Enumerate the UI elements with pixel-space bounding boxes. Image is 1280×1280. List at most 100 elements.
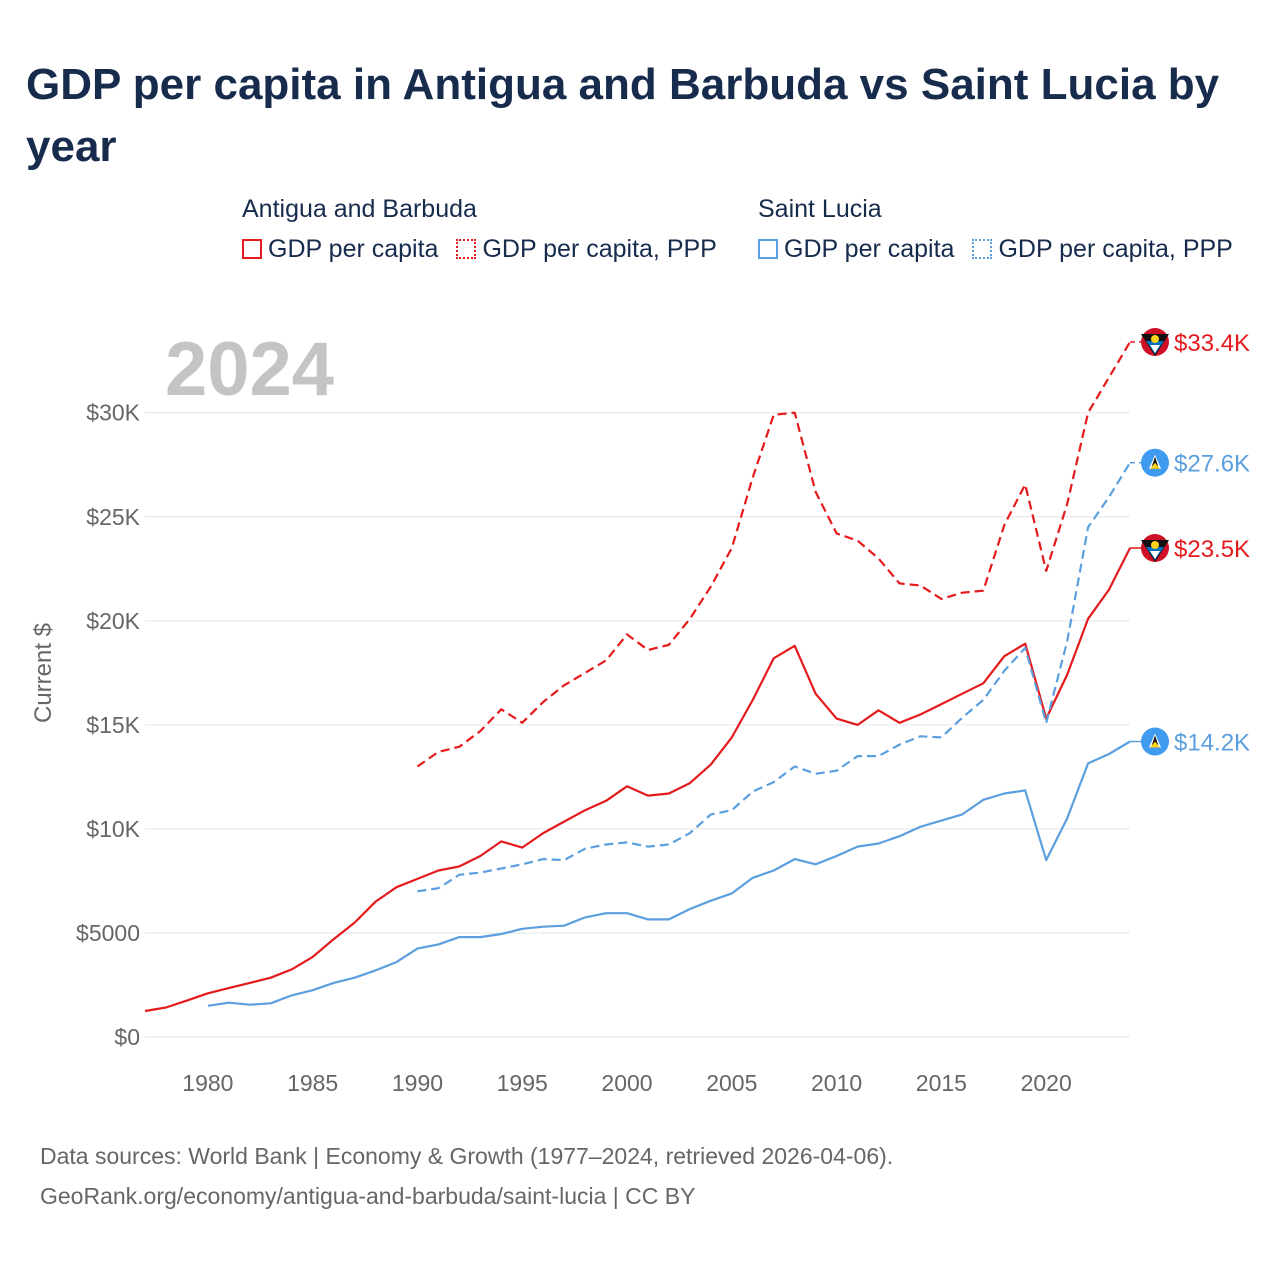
data-point <box>772 780 776 784</box>
end-value-label: $27.6K <box>1174 451 1250 478</box>
y-tick-label: $25K <box>86 504 140 530</box>
data-point <box>625 840 629 844</box>
data-point <box>415 765 419 769</box>
data-point <box>478 729 482 733</box>
data-point <box>835 854 839 858</box>
x-tick-label: 1980 <box>182 1070 233 1096</box>
data-point <box>835 717 839 721</box>
legend-swatch-dotted <box>972 239 993 259</box>
data-point <box>709 812 713 816</box>
antigua-flag-icon <box>1141 328 1169 356</box>
data-point <box>1023 788 1027 792</box>
legend-group-antigua: Antigua and Barbuda GDP per capita GDP p… <box>242 190 717 270</box>
legend-group-title: Saint Lucia <box>758 195 882 223</box>
data-point <box>206 991 210 995</box>
y-tick-label: $20K <box>86 608 140 634</box>
data-point <box>290 967 294 971</box>
data-point <box>290 993 294 997</box>
legend-item-antigua-gdp-ppp[interactable]: GDP per capita, PPP <box>456 234 717 264</box>
data-point <box>1002 669 1006 673</box>
data-point <box>835 769 839 773</box>
data-point <box>898 721 902 725</box>
data-point <box>730 808 734 812</box>
data-point <box>332 937 336 941</box>
flag-sun <box>1151 541 1159 550</box>
data-point <box>751 698 755 702</box>
data-point <box>960 716 964 720</box>
x-tick-label: 1985 <box>287 1070 338 1096</box>
data-point <box>918 713 922 717</box>
data-point <box>877 842 881 846</box>
x-tick-label: 1990 <box>392 1070 443 1096</box>
data-point <box>646 845 650 849</box>
data-point <box>436 942 440 946</box>
data-point <box>478 935 482 939</box>
source-line-2: GeoRank.org/economy/antigua-and-barbuda/… <box>40 1183 696 1209</box>
data-point <box>457 864 461 868</box>
data-point <box>751 475 755 479</box>
data-point <box>1002 523 1006 527</box>
data-point <box>1023 646 1027 650</box>
data-point <box>939 735 943 739</box>
data-point <box>353 921 357 925</box>
data-point <box>1002 792 1006 796</box>
data-point <box>960 591 964 595</box>
data-point <box>730 735 734 739</box>
saint-lucia-flag-icon <box>1141 448 1169 477</box>
data-point <box>646 794 650 798</box>
legend-item-antigua-gdp[interactable]: GDP per capita <box>242 235 438 264</box>
end-value-label: $14.2K <box>1174 730 1250 757</box>
legend-swatch-solid <box>242 239 262 259</box>
data-point <box>1044 858 1048 862</box>
data-point <box>1107 588 1111 592</box>
data-point <box>1086 761 1090 765</box>
legend-item-saint-lucia-gdp[interactable]: GDP per capita <box>758 235 954 264</box>
data-point <box>856 845 860 849</box>
data-point <box>646 917 650 921</box>
data-point <box>415 877 419 881</box>
data-point <box>562 924 566 928</box>
data-point <box>688 617 692 621</box>
series-line-gdp <box>207 740 1131 1007</box>
data-point <box>730 546 734 550</box>
data-point <box>1065 640 1069 644</box>
data-point <box>541 925 545 929</box>
data-point <box>688 831 692 835</box>
x-tick-label: 2015 <box>916 1070 967 1096</box>
data-point <box>793 765 797 769</box>
saint-lucia-flag-icon <box>1141 727 1169 756</box>
data-point <box>981 698 985 702</box>
data-point <box>227 1001 231 1005</box>
data-point <box>772 869 776 873</box>
flag-yellow-triangle <box>1150 741 1160 748</box>
legend-item-saint-lucia-gdp-ppp[interactable]: GDP per capita, PPP <box>972 235 1233 264</box>
end-value-label: $33.4K <box>1174 330 1250 357</box>
data-point <box>877 754 881 758</box>
data-point <box>625 632 629 636</box>
legend-item-label: GDP per capita, PPP <box>482 234 717 263</box>
data-point <box>646 648 650 652</box>
data-point <box>918 584 922 588</box>
flag-white-band <box>1150 551 1160 560</box>
data-point <box>541 831 545 835</box>
data-point <box>562 683 566 687</box>
data-point <box>814 490 818 494</box>
data-point <box>981 589 985 593</box>
data-point <box>981 681 985 685</box>
legend-group-saint-lucia: Saint Lucia GDP per capita GDP per capit… <box>758 190 1233 270</box>
series-line-gdp <box>144 547 1131 1013</box>
data-point <box>688 907 692 911</box>
data-point <box>395 960 399 964</box>
data-point <box>1065 817 1069 821</box>
x-tick-label: 2020 <box>1021 1070 1072 1096</box>
data-point <box>1086 617 1090 621</box>
data-point <box>499 839 503 843</box>
flag-sun <box>1151 335 1159 343</box>
data-point <box>751 790 755 794</box>
data-point <box>1086 525 1090 529</box>
data-point <box>667 917 671 921</box>
data-point <box>709 585 713 589</box>
data-point <box>772 413 776 417</box>
data-point <box>877 556 881 560</box>
data-point <box>856 539 860 543</box>
